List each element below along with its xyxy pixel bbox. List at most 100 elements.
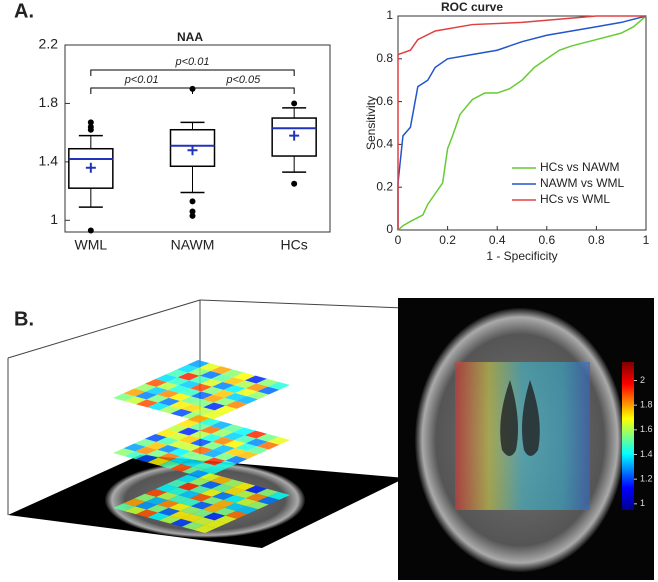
heatmap-cell	[191, 509, 214, 518]
heatmap-cell	[134, 438, 157, 447]
colorbar-tick-label: 1.8	[640, 400, 653, 410]
heatmap-cell	[200, 488, 223, 497]
heatmap-cell	[256, 378, 279, 387]
heatmap-cell	[134, 493, 157, 502]
heatmap-cell	[245, 383, 268, 392]
heatmap-cell	[178, 490, 201, 499]
heatmap-cell	[199, 481, 222, 489]
heatmap-cell	[224, 393, 247, 401]
heatmap-cell	[203, 402, 226, 411]
heatmap-cell	[192, 517, 215, 526]
heatmap-cell	[225, 510, 248, 519]
ventricles	[500, 380, 540, 456]
heatmap-cell	[267, 381, 290, 390]
heatmap-cell	[190, 383, 213, 392]
heatmap-cell	[170, 463, 193, 472]
heatmap-cell	[166, 369, 189, 378]
heatmap-cell	[256, 433, 279, 442]
heatmap-cell	[188, 477, 211, 486]
heatmap-cell	[147, 457, 170, 466]
panel-label: A.	[14, 0, 34, 22]
heatmap-cell	[224, 503, 247, 511]
heatmap-cell	[198, 418, 221, 426]
mean-marker	[85, 162, 96, 173]
heatmap-cell	[221, 479, 244, 488]
heatmap-cell	[166, 424, 189, 433]
heatmap-cell	[145, 496, 168, 505]
heatmap-cell	[166, 479, 189, 488]
significance-label: p<0.05	[225, 74, 261, 86]
outlier	[87, 123, 94, 130]
heatmap-cell	[144, 434, 167, 442]
heatmap-cell	[124, 451, 147, 460]
x-tick-label: HCs	[281, 237, 308, 253]
heatmap-cell	[213, 499, 236, 508]
heatmap-cell	[236, 451, 259, 459]
heatmap-cell	[167, 487, 190, 496]
heatmap-cell	[146, 394, 169, 403]
heatmap-cell	[179, 443, 202, 452]
heatmap-cell	[182, 467, 205, 475]
heatmap-cell	[181, 459, 204, 467]
heatmap-cell	[158, 452, 181, 461]
heatmap-cell	[146, 504, 169, 513]
heatmap-cell	[199, 426, 222, 434]
heatmap-cell	[177, 427, 200, 436]
outlier	[291, 100, 298, 107]
heatmap-cell	[267, 436, 290, 445]
colorbar-tick-label: 1.2	[640, 474, 653, 484]
heatmap-cell	[222, 377, 245, 386]
heatmap-cell	[113, 448, 136, 457]
x-axis-label: 1 - Specificity	[486, 249, 557, 263]
heatmap-cell	[245, 493, 268, 502]
significance-bracket	[192, 87, 295, 94]
heatmap-cell	[187, 415, 210, 423]
heatmap-cell	[136, 399, 159, 408]
heatmap-cell	[170, 518, 193, 527]
box-plot-frame	[64, 44, 331, 233]
heatmap-cell	[177, 482, 200, 491]
heatmap-cell	[123, 443, 146, 452]
heatmap-cell	[221, 424, 244, 433]
heatmap-cell	[158, 397, 181, 406]
heatmap-cell	[210, 421, 233, 430]
heatmap-cell	[225, 455, 248, 464]
y-tick-label: 1	[386, 8, 393, 22]
heatmap-cell	[182, 522, 205, 530]
heatmap-cell	[192, 462, 215, 471]
heatmap-cell	[169, 511, 192, 519]
heatmap-cell	[257, 441, 280, 450]
significance-bracket	[90, 87, 193, 94]
x-tick-label: 1	[643, 233, 650, 247]
heatmap-cell	[256, 488, 279, 497]
heatmap-cell	[213, 444, 236, 453]
heatmap-cell	[246, 446, 269, 455]
colorbar-tick-label: 2	[640, 375, 645, 385]
heatmap-cell	[210, 366, 233, 375]
colorbar-tick-label: 1	[640, 498, 645, 508]
heatmap-cell	[211, 374, 234, 382]
heatmap-cell	[236, 396, 259, 404]
heatmap-cell	[136, 509, 159, 518]
heatmap-cell	[212, 492, 235, 500]
heatmap-cell	[135, 446, 158, 455]
x-tick-label: 0.6	[538, 233, 555, 247]
heatmap-cell	[113, 503, 136, 512]
heatmap-cell	[235, 388, 258, 397]
heatmap-cell	[190, 438, 213, 447]
heatmap-cell	[204, 465, 227, 474]
heatmap-cell	[235, 498, 258, 507]
outlier	[189, 198, 196, 205]
heatmap-cell	[159, 515, 182, 524]
heatmap-cell	[257, 386, 280, 395]
heatmap-cell	[235, 443, 258, 452]
heatmap-cell	[180, 451, 203, 460]
mean-marker	[289, 130, 300, 141]
heatmap-cell	[245, 438, 268, 447]
outlier	[291, 180, 298, 187]
heatmap-cell	[168, 503, 191, 511]
heatmap-cell	[179, 388, 202, 397]
colorbar-tick-label: 1.4	[640, 449, 653, 459]
heatmap-cell	[211, 484, 234, 492]
